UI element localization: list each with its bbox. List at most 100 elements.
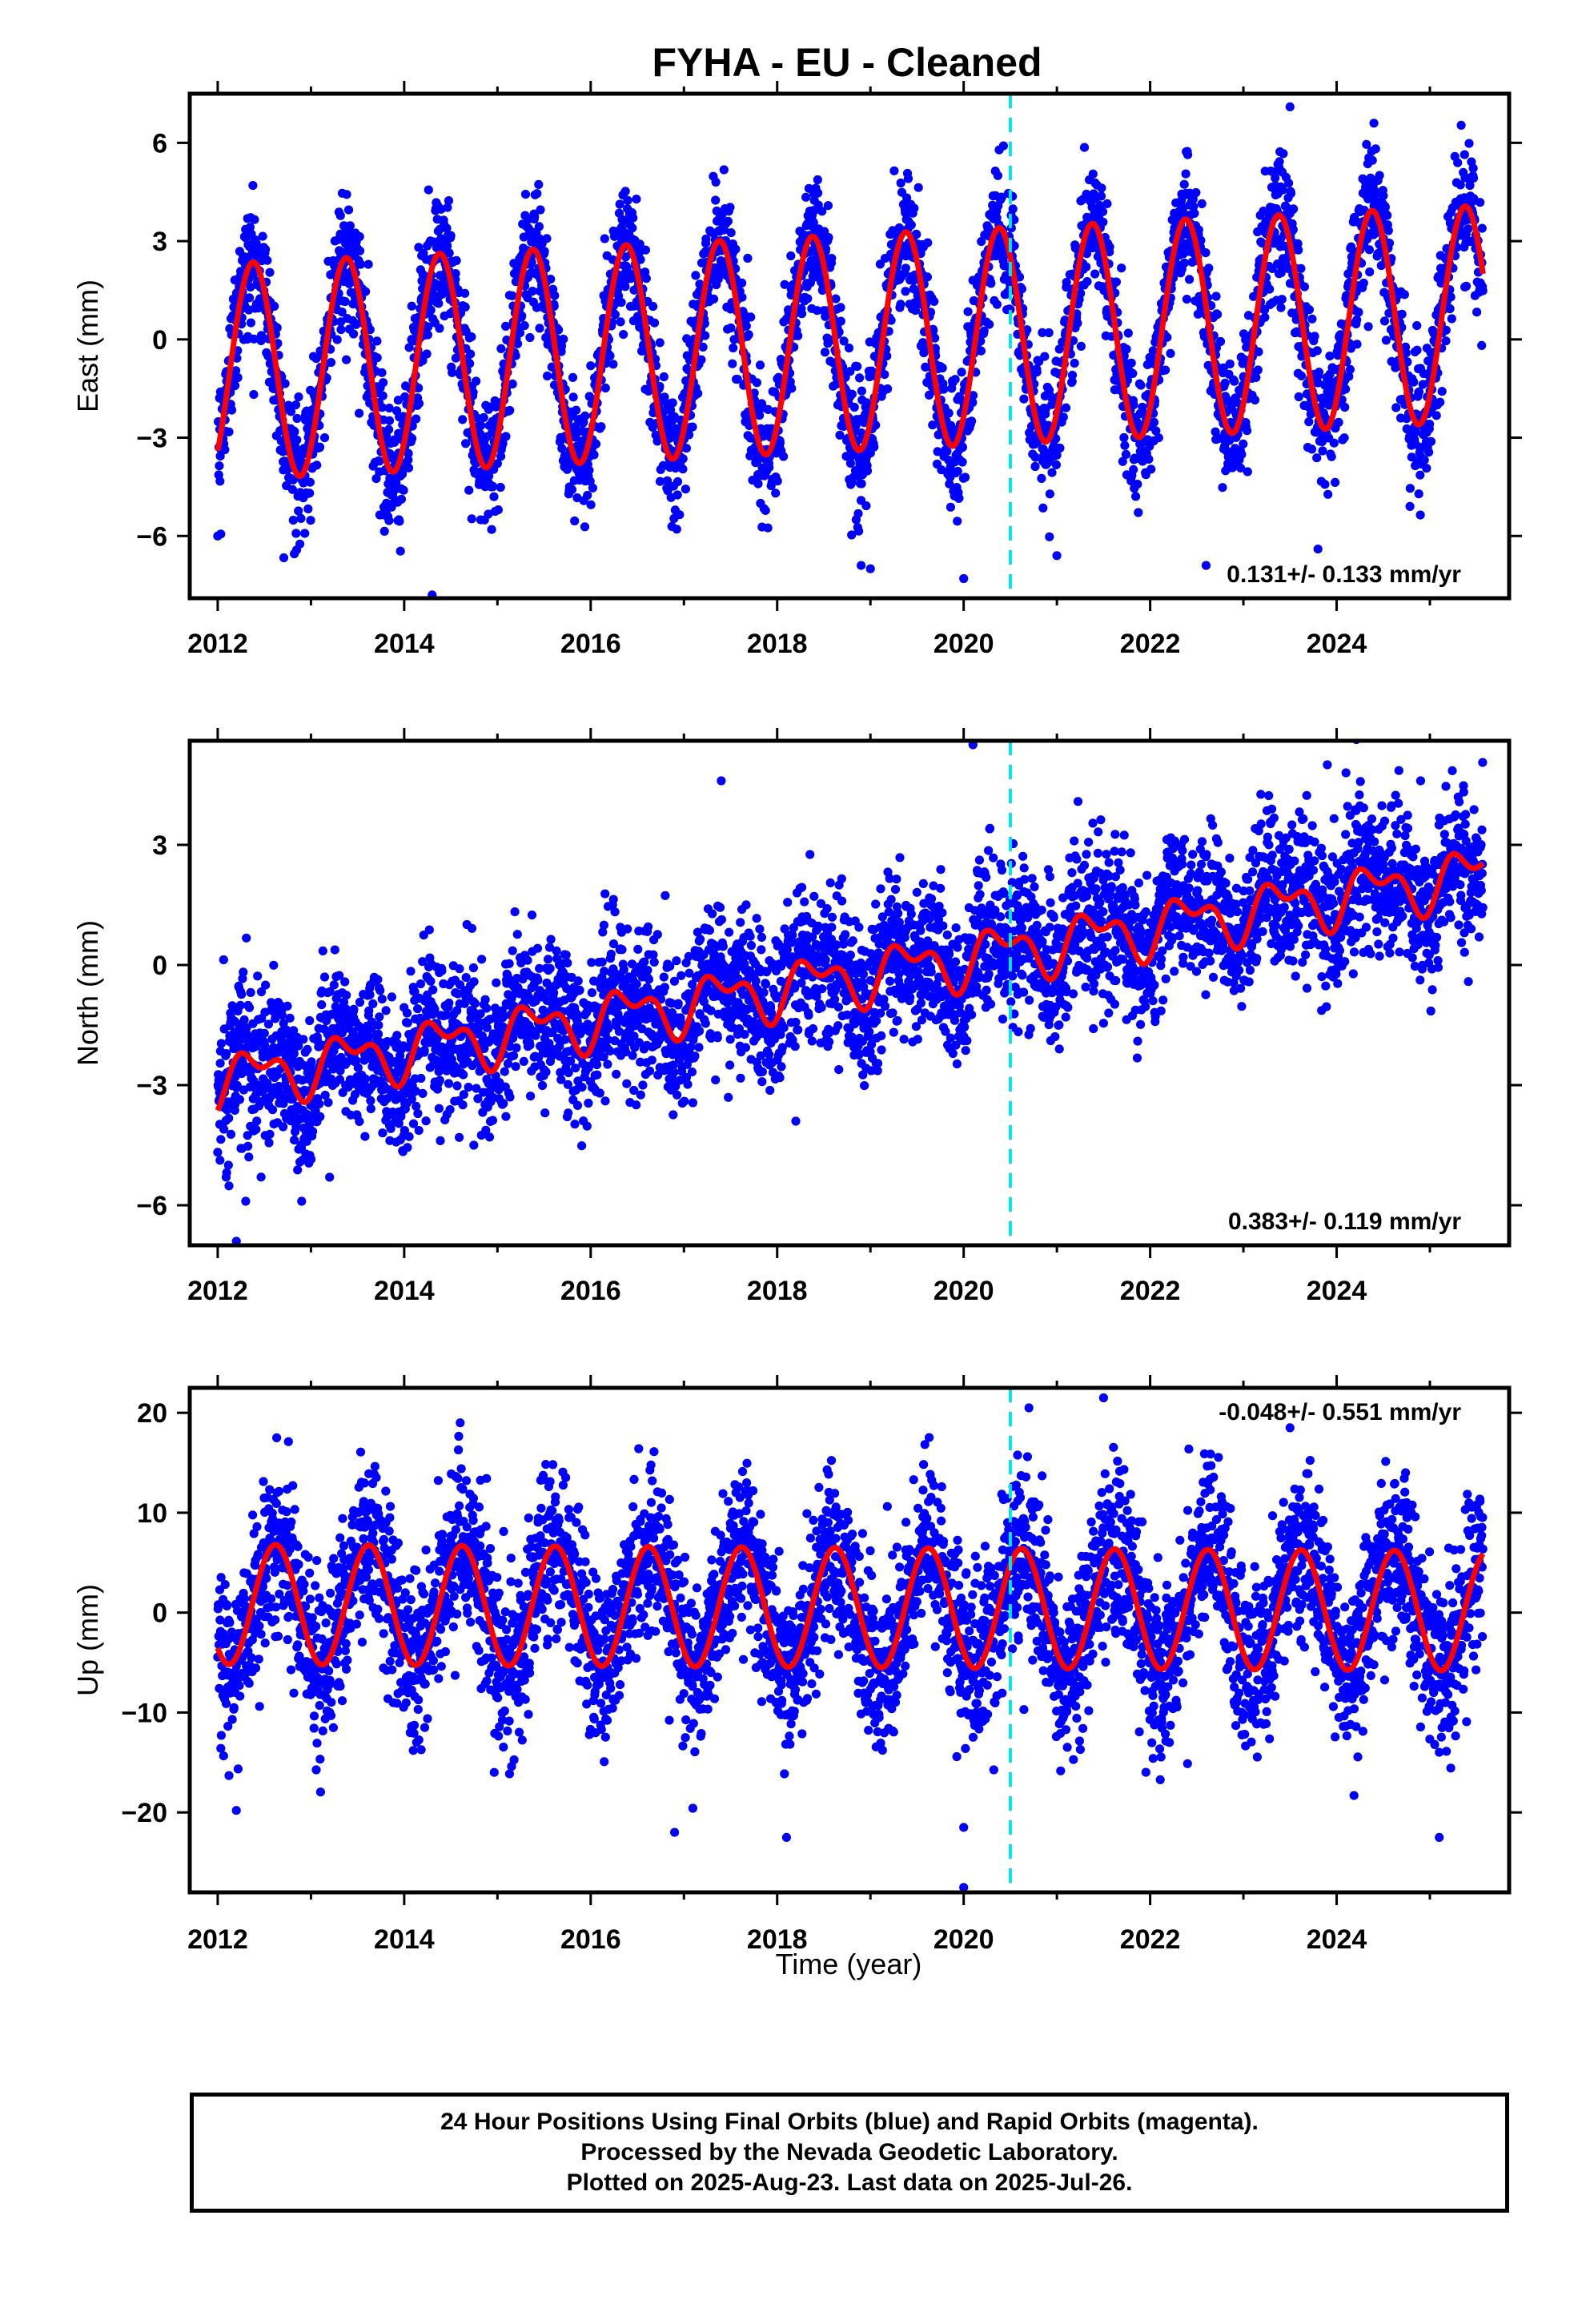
east-data-point [444, 196, 454, 206]
east-data-point [1383, 226, 1393, 235]
east-data-point [536, 205, 545, 215]
east-data-point [1426, 436, 1436, 446]
east-data-point [1037, 473, 1046, 484]
east-data-point [251, 239, 261, 248]
east-data-point [1352, 340, 1362, 349]
east-data-point [1154, 433, 1163, 443]
east-data-point [1019, 394, 1029, 404]
east-data-point [636, 255, 645, 264]
east-data-point [641, 274, 651, 283]
east-data-point [391, 478, 401, 488]
east-data-point [1082, 262, 1091, 271]
east-data-point [836, 316, 845, 326]
east-data-point [501, 432, 511, 441]
east-data-point [1047, 468, 1057, 477]
east-data-point [355, 246, 365, 255]
east-data-point [1339, 433, 1349, 443]
north-data-point [289, 1049, 299, 1059]
east-data-point [231, 380, 240, 390]
east-data-point [1472, 308, 1482, 317]
east-data-point [605, 351, 615, 360]
east-data-point [763, 404, 773, 414]
east-data-point [467, 514, 476, 524]
east-data-point [628, 223, 637, 233]
east-data-point [1134, 508, 1143, 517]
east-data-point [944, 408, 954, 418]
east-data-point [869, 442, 879, 452]
east-data-point [1453, 158, 1463, 167]
east-data-point [1340, 402, 1350, 412]
east-data-point [1182, 295, 1191, 304]
east-data-point [1412, 345, 1422, 355]
east-data-point [1230, 376, 1239, 386]
east-data-point [640, 245, 651, 255]
east-data-point [1123, 328, 1133, 338]
east-data-point [258, 231, 267, 241]
east-data-point [493, 505, 504, 515]
east-data-point [1329, 438, 1339, 448]
east-data-point [728, 359, 737, 368]
east-data-point [559, 334, 568, 344]
east-data-point [443, 203, 452, 212]
east-velocity-label: 0.131+/- 0.133 mm/yr [1227, 561, 1461, 588]
east-data-point [532, 189, 542, 199]
east-data-point [697, 355, 706, 364]
east-data-point [775, 438, 785, 448]
east-data-point [793, 331, 803, 340]
north-data-point [307, 1155, 316, 1164]
east-data-point [414, 383, 424, 393]
east-data-point [424, 322, 433, 332]
east-data-point [660, 392, 669, 402]
north-data-point [329, 980, 339, 990]
east-data-point [332, 335, 342, 344]
east-data-point [662, 476, 673, 485]
east-data-point [1405, 484, 1415, 493]
east-data-point [681, 485, 691, 494]
east-data-point [372, 336, 382, 346]
north-data-point [368, 999, 378, 1008]
east-data-point [1379, 316, 1390, 326]
east-data-point [1052, 551, 1062, 561]
east-data-point [1265, 284, 1275, 294]
east-data-point [591, 439, 601, 449]
north-data-point [307, 1057, 316, 1067]
east-data-point [233, 372, 243, 383]
east-data-point [1312, 346, 1322, 356]
east-data-point [1415, 510, 1425, 520]
east-data-point [1345, 364, 1355, 374]
east-data-point [1431, 411, 1441, 420]
north-data-point [265, 1129, 275, 1139]
east-data-point [404, 455, 413, 464]
east-data-point [600, 383, 610, 393]
east-data-point [753, 457, 762, 467]
east-data-point [465, 359, 475, 368]
east-data-point [288, 516, 298, 525]
east-data-point [458, 415, 468, 424]
east-data-point [1331, 477, 1340, 488]
north-data-point [299, 1035, 308, 1044]
north-data-point [235, 1095, 244, 1104]
east-data-point [813, 188, 823, 198]
east-data-point [484, 471, 494, 481]
east-data-point [786, 251, 796, 261]
east-data-point [319, 433, 330, 443]
east-data-point [249, 334, 259, 344]
east-data-point [659, 372, 669, 382]
east-data-point [1304, 305, 1314, 315]
east-x-tick-label: 2014 [374, 629, 435, 659]
east-data-point [256, 331, 267, 340]
east-data-point [525, 332, 535, 343]
east-data-point [299, 478, 308, 488]
east-data-point [546, 275, 556, 284]
east-data-point [1220, 378, 1230, 388]
east-data-point [993, 171, 1002, 180]
east-data-point [913, 183, 923, 192]
east-data-point [312, 460, 322, 470]
east-data-point [570, 516, 580, 526]
east-data-point [1058, 412, 1068, 422]
east-data-point [286, 407, 296, 416]
east-data-point [1296, 263, 1306, 273]
east-data-point [361, 287, 371, 296]
east-data-point [655, 338, 665, 348]
east-data-point [1445, 304, 1455, 314]
